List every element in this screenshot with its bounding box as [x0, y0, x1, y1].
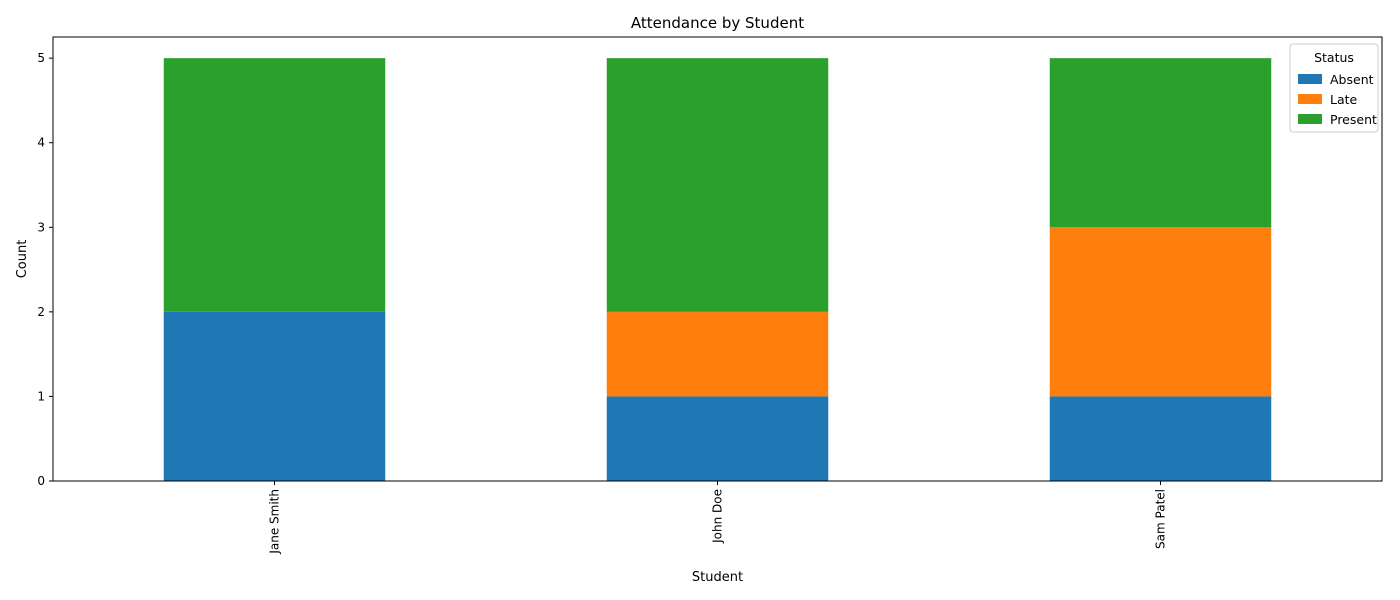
- chart-title: Attendance by Student: [631, 14, 804, 32]
- x-tick-label-jane-smith: Jane Smith: [268, 489, 282, 555]
- bar-john-doe-absent: [606, 396, 829, 481]
- y-axis: 0 1 2 3 4 5: [37, 51, 53, 488]
- x-tick-label-sam-patel: Sam Patel: [1154, 489, 1168, 549]
- x-axis-label: Student: [692, 570, 743, 585]
- x-axis: Jane Smith John Doe Sam Patel: [268, 481, 1168, 555]
- legend-swatch-present: [1298, 114, 1322, 124]
- y-tick-label-3: 3: [37, 220, 45, 234]
- bar-sam-patel-absent: [1049, 396, 1272, 481]
- y-tick-label-5: 5: [37, 51, 45, 65]
- y-tick-label-0: 0: [37, 474, 45, 488]
- bar-jane-smith-present: [163, 58, 386, 312]
- x-tick-label-john-doe: John Doe: [711, 489, 725, 544]
- y-tick-label-4: 4: [37, 136, 45, 150]
- legend-box: [1289, 43, 1379, 133]
- bars-group: [163, 58, 1272, 481]
- bar-john-doe-present: [606, 58, 829, 312]
- legend-swatch-late: [1298, 94, 1322, 104]
- y-tick-label-2: 2: [37, 305, 45, 319]
- bar-sam-patel-present: [1049, 58, 1272, 228]
- legend: Status Absent Late Present: [1289, 43, 1379, 133]
- y-axis-label: Count: [15, 240, 30, 279]
- legend-swatch-absent: [1298, 74, 1322, 84]
- legend-label-absent: Absent: [1330, 72, 1374, 87]
- bar-sam-patel-late: [1049, 227, 1272, 397]
- bar-jane-smith-absent: [163, 311, 386, 481]
- bar-john-doe-late: [606, 311, 829, 397]
- legend-label-present: Present: [1330, 112, 1377, 127]
- y-tick-label-1: 1: [37, 389, 45, 403]
- legend-label-late: Late: [1330, 92, 1358, 107]
- legend-title: Status: [1314, 50, 1354, 65]
